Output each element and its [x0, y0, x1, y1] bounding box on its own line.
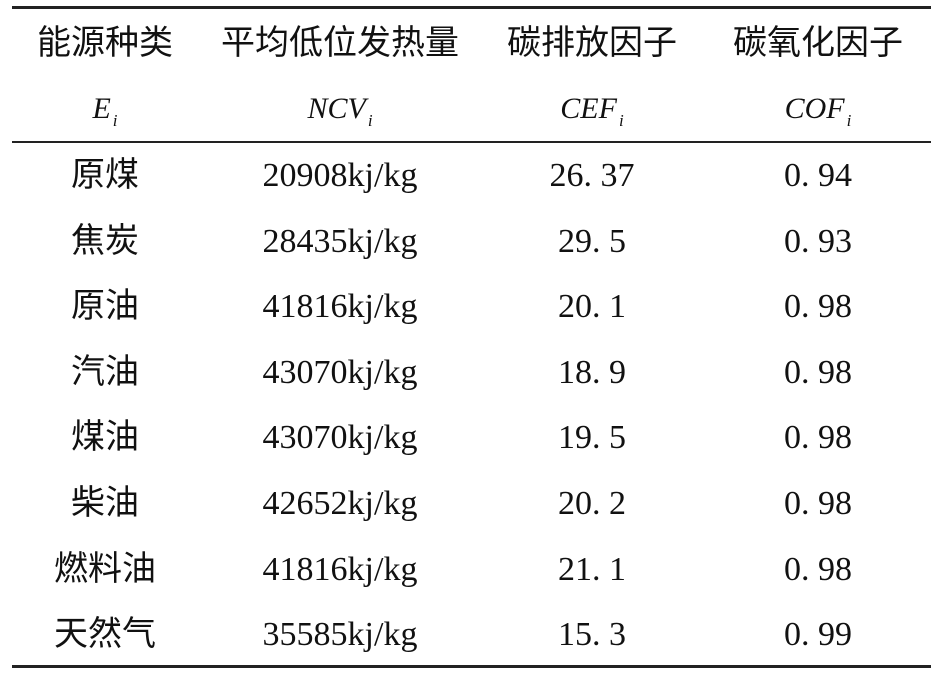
column-header: 碳排放因子 [507, 25, 677, 62]
subscript: i [112, 111, 118, 130]
cell-value: 0. 98 [784, 419, 852, 457]
column-header: 平均低位发热量 [221, 25, 459, 62]
symbol: NCV [307, 92, 366, 125]
column-symbol: CEF i [560, 91, 624, 130]
cell-value: 26. 37 [549, 157, 635, 194]
column-header: 碳氧化因子 [733, 25, 903, 62]
cell-value: 0. 98 [784, 550, 852, 588]
row-label: 煤油 [71, 419, 139, 457]
column-symbol: COF i [784, 91, 852, 130]
cell-value: 43070kj/kg [262, 353, 418, 391]
header-rule [12, 141, 931, 143]
cell-value: 0. 94 [784, 157, 852, 194]
subscript: i [367, 111, 373, 130]
cell-value: 19. 5 [558, 419, 626, 457]
column-symbol: NCV i [307, 91, 373, 130]
cell-value: 21. 1 [558, 550, 626, 588]
cell-value: 41816kj/kg [262, 550, 418, 588]
cell-value: 0. 98 [784, 485, 852, 522]
subscript: i [618, 111, 624, 130]
cell-value: 42652kj/kg [262, 485, 418, 522]
symbol: E [92, 92, 111, 125]
row-label: 汽油 [71, 353, 139, 391]
row-label: 原油 [71, 288, 139, 326]
row-label: 原煤 [71, 157, 139, 194]
cell-value: 35585kj/kg [262, 616, 418, 654]
cell-value: 15. 3 [558, 616, 626, 654]
column-header: 能源种类 [37, 25, 173, 62]
cell-value: 41816kj/kg [262, 288, 418, 326]
cell-value: 43070kj/kg [262, 419, 418, 457]
cell-value: 0. 93 [784, 222, 852, 260]
cell-value: 20908kj/kg [262, 157, 418, 194]
cell-value: 0. 98 [784, 353, 852, 391]
cell-value: 28435kj/kg [262, 222, 418, 260]
cell-value: 18. 9 [558, 353, 626, 391]
row-label: 天然气 [54, 616, 156, 654]
cell-value: 20. 1 [558, 288, 626, 326]
row-label: 焦炭 [71, 222, 139, 260]
symbol: COF [784, 92, 845, 125]
cell-value: 0. 98 [784, 288, 852, 326]
bottom-rule [12, 665, 931, 668]
subscript: i [846, 111, 852, 130]
cell-value: 20. 2 [558, 485, 626, 522]
cell-value: 29. 5 [558, 222, 626, 260]
top-rule [12, 6, 931, 9]
cell-value: 0. 99 [784, 616, 852, 654]
row-label: 燃料油 [54, 550, 156, 588]
symbol: CEF [560, 92, 617, 125]
row-label: 柴油 [71, 485, 139, 522]
